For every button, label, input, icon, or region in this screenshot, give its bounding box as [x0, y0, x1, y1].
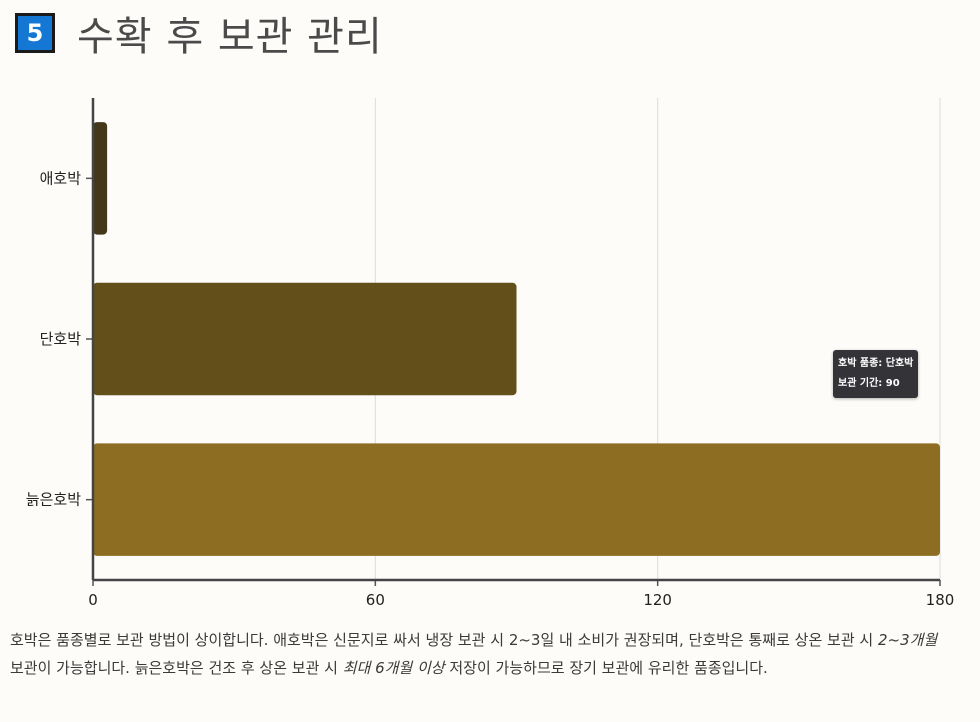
caption-emphasis-2: 최대 6개월 이상 [342, 659, 445, 677]
x-tick-label: 120 [643, 591, 672, 609]
bar [93, 122, 108, 235]
caption-text-3: 저장이 가능하므로 장기 보관에 유리한 품종입니다. [444, 659, 768, 677]
y-tick-label: 늙은호박 [26, 491, 81, 509]
tooltip-variety: 호박 품종: 단호박 [838, 358, 914, 369]
chart-caption: 호박은 품종별로 보관 방법이 상이합니다. 애호박은 신문지로 싸서 냉장 보… [10, 626, 945, 682]
section-number-badge: 5 [15, 13, 55, 53]
caption-text-2: 보관이 가능합니다. 늙은호박은 건조 후 상온 보관 시 [10, 659, 343, 677]
caption-text-1: 호박은 품종별로 보관 방법이 상이합니다. 애호박은 신문지로 싸서 냉장 보… [10, 631, 878, 649]
tooltip-duration: 보관 기간: 90 [838, 378, 900, 389]
x-tick-label: 180 [926, 591, 955, 609]
y-tick-label: 단호박 [40, 330, 82, 348]
y-tick-label: 애호박 [40, 169, 82, 187]
bar [93, 443, 940, 556]
caption-emphasis-1: 2~3개월 [877, 631, 938, 649]
x-tick-label: 60 [366, 591, 385, 609]
page-title: 수확 후 보관 관리 [77, 14, 383, 60]
chart-tooltip: 호박 품종: 단호박 보관 기간: 90 [833, 350, 919, 398]
page-header: 5 수확 후 보관 관리 [15, 8, 383, 60]
x-tick-label: 0 [88, 591, 98, 609]
bar [93, 282, 517, 396]
